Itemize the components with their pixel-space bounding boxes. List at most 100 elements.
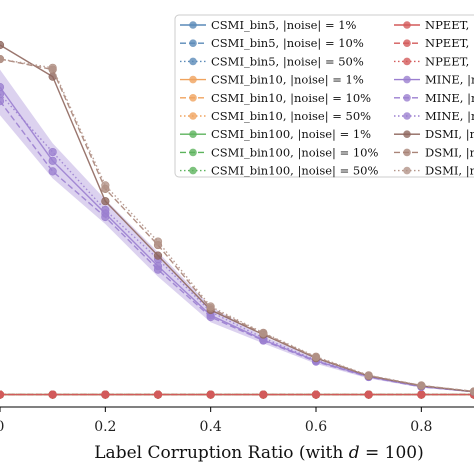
legend: CSMI_bin5, |noise| = 1% CSMI_bin5, |noise…	[174, 14, 474, 179]
legend-item: CSMI_bin100, |noise| = 10%	[180, 145, 378, 160]
legend-label: CSMI_bin5, |noise| = 1%	[211, 18, 357, 33]
legend-marker	[189, 75, 197, 84]
data-point	[311, 352, 321, 361]
series-17	[0, 54, 474, 396]
legend-marker	[403, 166, 411, 175]
legend-label: CSMI_bin100, |noise| = 50%	[211, 164, 378, 179]
data-point	[259, 390, 268, 399]
legend-frame	[174, 14, 474, 178]
legend-item: MINE, |no	[394, 73, 474, 88]
x-axis-label: Label Corruption Ratio (with d = 100)	[94, 443, 423, 463]
legend-label: CSMI_bin10, |noise| = 10%	[211, 91, 371, 106]
legend-item: DSMI, |no	[394, 127, 474, 142]
legend-marker	[403, 112, 411, 120]
data-point	[153, 237, 163, 246]
x-tick-label: 0.4	[200, 419, 222, 435]
legend-label: CSMI_bin10, |noise| = 1%	[211, 73, 364, 88]
data-point	[417, 390, 426, 399]
legend-item: CSMI_bin10, |noise| = 10%	[180, 91, 371, 106]
data-point	[0, 90, 5, 99]
data-point	[0, 390, 5, 399]
legend-item: MINE, |no	[394, 91, 474, 106]
data-point	[364, 371, 373, 380]
legend-label: DSMI, |no	[425, 164, 474, 179]
legend-label: CSMI_bin100, |noise| = 1%	[211, 127, 371, 142]
x-axis: 0 0.2 0.4 0.6 0.8	[0, 406, 474, 435]
legend-item: NPEET, |	[394, 54, 474, 69]
data-point	[206, 302, 215, 311]
data-point	[469, 387, 474, 396]
data-point	[48, 156, 57, 165]
data-point	[311, 390, 321, 399]
legend-item: NPEET, |	[394, 36, 474, 51]
x-tick-label: 0.6	[305, 419, 327, 435]
legend-item: CSMI_bin10, |noise| = 50%	[180, 109, 371, 124]
x-tick-label: 0	[0, 419, 4, 435]
legend-item: CSMI_bin5, |noise| = 1%	[180, 18, 357, 33]
legend-marker	[189, 94, 197, 102]
data-point	[48, 63, 57, 72]
data-point	[364, 390, 373, 399]
legend-marker	[189, 166, 197, 175]
legend-marker	[189, 21, 197, 29]
data-point	[101, 390, 110, 399]
data-point	[417, 381, 426, 390]
x-axis-label-variable: d	[349, 443, 360, 463]
legend-item: NPEET, |	[394, 18, 474, 33]
legend-label: NPEET, |	[425, 54, 474, 69]
legend-marker	[403, 148, 411, 157]
data-point	[206, 390, 215, 399]
x-axis-label-suffix: = 100)	[360, 443, 424, 463]
data-point	[153, 251, 163, 260]
data-point	[101, 197, 110, 206]
data-point	[48, 167, 57, 176]
legend-marker	[403, 39, 411, 47]
legend-marker	[403, 130, 411, 138]
series-11	[0, 390, 474, 399]
x-tick-label: 0.2	[94, 419, 116, 435]
legend-label: MINE, |no	[425, 109, 474, 124]
legend-item: DSMI, |no	[394, 164, 474, 179]
legend-item: CSMI_bin100, |noise| = 50%	[180, 164, 378, 179]
legend-marker	[189, 39, 197, 47]
legend-label: MINE, |no	[425, 91, 474, 106]
plot-area	[0, 40, 474, 399]
data-point	[0, 83, 5, 92]
data-point	[101, 181, 110, 190]
legend-label: NPEET, |	[425, 36, 474, 51]
x-tick-label: 0.8	[410, 419, 432, 435]
legend-marker	[189, 112, 197, 120]
series-line	[0, 58, 474, 393]
data-point	[0, 40, 5, 50]
data-point	[259, 328, 268, 337]
data-point	[48, 147, 57, 157]
legend-marker	[189, 130, 197, 138]
legend-label: CSMI_bin10, |noise| = 50%	[211, 109, 371, 124]
legend-marker	[189, 148, 197, 157]
legend-label: MINE, |no	[425, 73, 474, 88]
data-point	[101, 205, 110, 215]
series-line	[0, 58, 474, 393]
data-point	[101, 212, 110, 222]
data-point	[153, 265, 163, 274]
data-point	[153, 390, 163, 399]
legend-marker	[403, 21, 411, 29]
legend-item: MINE, |no	[394, 109, 474, 124]
legend-item: CSMI_bin100, |noise| = 1%	[180, 127, 371, 142]
legend-label: NPEET, |	[425, 18, 474, 33]
legend-item: CSMI_bin10, |noise| = 1%	[180, 73, 364, 88]
legend-label: DSMI, |ne	[425, 145, 474, 160]
legend-marker	[189, 57, 197, 66]
legend-marker	[403, 75, 411, 84]
legend-marker	[403, 94, 411, 102]
legend-label: DSMI, |no	[425, 127, 474, 142]
legend-marker	[403, 57, 411, 66]
data-point	[0, 97, 5, 106]
legend-item: CSMI_bin5, |noise| = 10%	[180, 36, 364, 51]
legend-label: CSMI_bin100, |noise| = 10%	[211, 145, 378, 160]
legend-item: DSMI, |ne	[394, 145, 474, 160]
data-point	[48, 390, 57, 399]
legend-item: CSMI_bin5, |noise| = 50%	[180, 54, 364, 69]
legend-label: CSMI_bin5, |noise| = 50%	[211, 54, 364, 69]
